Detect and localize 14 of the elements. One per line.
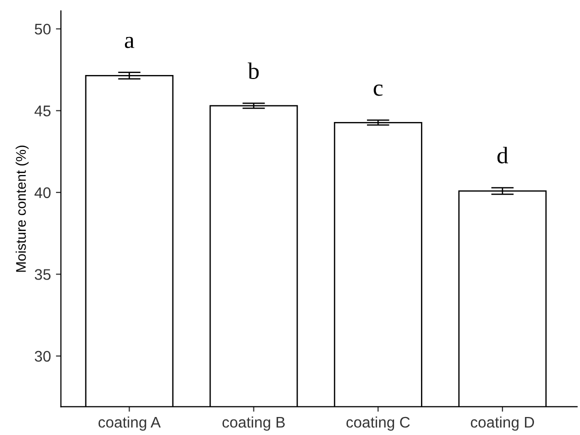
x-tick-label: coating C — [346, 416, 410, 431]
x-tick-label: coating A — [98, 416, 161, 431]
annotation: c — [374, 84, 383, 96]
x-tick-label: coating D — [470, 416, 534, 431]
y-tick-label: 40 — [34, 187, 51, 198]
y-tick-label: 35 — [34, 269, 51, 280]
y-tick-label: 30 — [34, 350, 51, 362]
y-axis-title: Moisture content (%) — [16, 146, 29, 272]
annotation: a — [124, 36, 134, 48]
x-tick-label: coating B — [222, 416, 285, 431]
y-tick-label: 45 — [34, 106, 51, 116]
annotation: d — [497, 146, 508, 164]
y-tick-label: 50 — [34, 24, 51, 35]
annotation: b — [248, 62, 259, 80]
